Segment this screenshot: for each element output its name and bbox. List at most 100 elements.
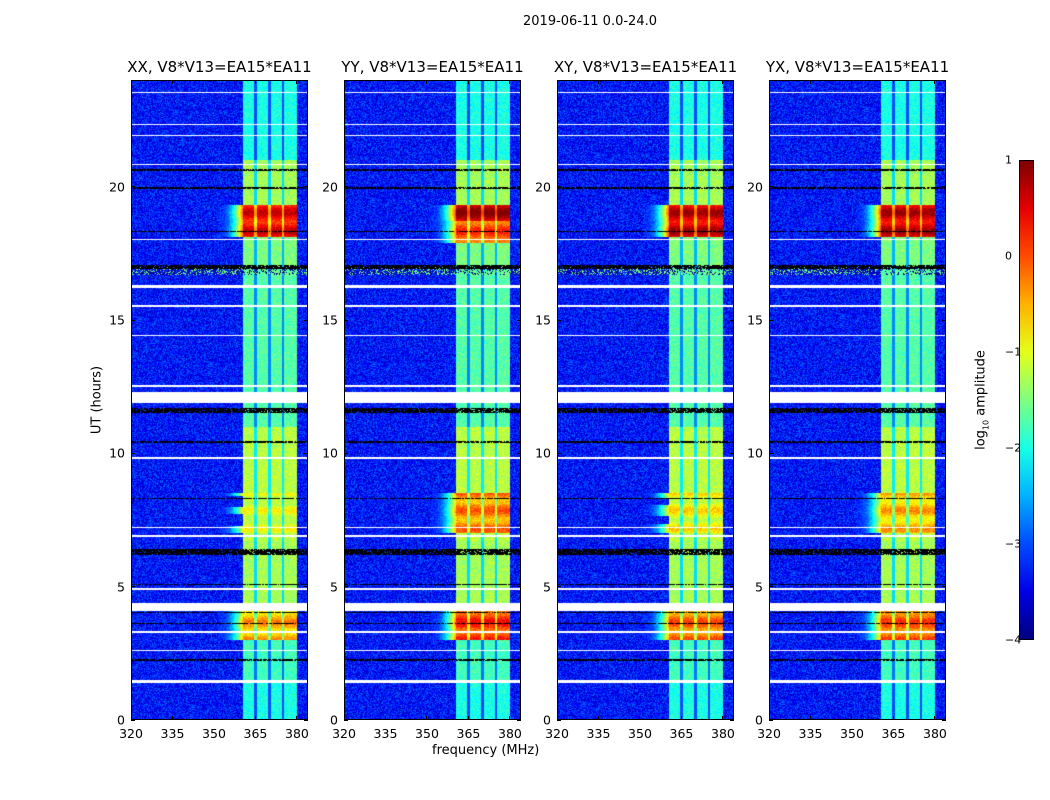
y-tick-label: 15 [322,312,338,328]
y-tick-mark [730,186,734,188]
x-tick-mark [343,716,345,720]
x-tick-mark [467,80,469,84]
colorbar-tick-label: −4 [1005,633,1022,647]
y-tick-mark [730,452,734,454]
x-tick-mark [597,80,599,84]
y-tick-mark [769,319,773,321]
x-tick-label: 365 [669,726,694,741]
colorbar-tick-label: 1 [1005,153,1012,167]
x-tick-label: 350 [415,726,439,741]
y-tick-label: 5 [330,579,338,595]
colorbar-tick-label: −3 [1005,537,1022,551]
y-tick-mark [942,319,946,321]
y-tick-mark [769,452,773,454]
y-tick-mark [557,452,561,454]
y-tick-mark [730,719,734,721]
y-tick-label: 15 [747,312,763,328]
y-tick-mark [344,452,348,454]
y-tick-label: 10 [747,445,763,461]
y-tick-mark [304,186,308,188]
y-tick-mark [517,586,521,588]
heatmap-xx [131,80,308,720]
x-tick-mark [722,80,724,84]
y-tick-mark [304,319,308,321]
x-tick-mark [296,80,298,84]
x-tick-mark [509,716,511,720]
y-tick-mark [942,719,946,721]
x-tick-mark [597,716,599,720]
panel-yy: YY, V8*V13=EA15*EA11 0 5 10 15 20 320 335 350 36… [322,58,524,741]
x-tick-label: 350 [628,726,652,741]
y-tick-label: 0 [117,712,125,728]
x-tick-label: 335 [160,726,185,741]
x-tick-mark [768,716,770,720]
y-tick-mark [304,452,308,454]
x-tick-mark [639,716,641,720]
y-tick-mark [344,319,348,321]
panel-title: XY, V8*V13=EA15*EA11 [553,58,738,76]
heatmap-yx [769,80,946,720]
x-tick-label: 365 [881,726,906,741]
y-tick-mark [304,719,308,721]
x-tick-label: 365 [456,726,481,741]
panel-xy: XY, V8*V13=EA15*EA11 0 5 10 15 20 320 335 350 36… [535,58,737,741]
y-tick-mark [769,586,773,588]
panel-xx: XX, V8*V13=EA15*EA11 0 5 10 15 20 320 335 350 36… [109,58,312,741]
x-tick-mark [680,716,682,720]
x-tick-mark [296,716,298,720]
y-tick-mark [131,452,135,454]
panel-yx: YX, V8*V13=EA15*EA11 0 5 10 15 20 320 335 350 36… [747,58,949,741]
y-tick-mark [131,186,135,188]
x-tick-mark [343,80,345,84]
y-tick-mark [942,452,946,454]
x-tick-mark [680,80,682,84]
y-tick-mark [304,586,308,588]
x-tick-mark [809,716,811,720]
x-tick-label: 380 [498,726,522,741]
figure-title: 2019-06-11 0.0-24.0 [523,14,657,29]
y-tick-mark [942,586,946,588]
x-tick-mark [851,716,853,720]
y-tick-label: 0 [755,712,763,728]
colorbar-tick-label: −1 [1005,345,1022,359]
x-tick-mark [384,716,386,720]
x-tick-label: 320 [757,726,781,741]
x-tick-mark [722,716,724,720]
x-tick-label: 380 [285,726,309,741]
y-axis-label: UT (hours) [89,365,105,435]
x-tick-mark [130,716,132,720]
y-tick-mark [344,186,348,188]
x-tick-mark [934,80,936,84]
y-tick-label: 10 [535,445,551,461]
x-tick-mark [213,80,215,84]
heatmap-yy [344,80,521,720]
x-tick-label: 350 [840,726,864,741]
x-tick-mark [892,80,894,84]
y-tick-label: 20 [109,179,125,195]
y-tick-mark [769,186,773,188]
x-tick-mark [130,80,132,84]
x-tick-mark [556,80,558,84]
y-tick-label: 10 [109,445,125,461]
y-tick-mark [344,719,348,721]
y-tick-mark [557,586,561,588]
x-tick-mark [467,716,469,720]
x-tick-mark [384,80,386,84]
x-axis-label: frequency (MHz) [432,743,540,758]
x-tick-label: 380 [923,726,947,741]
y-tick-label: 20 [322,179,338,195]
y-tick-label: 0 [543,712,551,728]
x-tick-mark [509,80,511,84]
y-tick-label: 5 [755,579,763,595]
y-tick-mark [131,319,135,321]
y-tick-mark [517,719,521,721]
y-tick-mark [730,586,734,588]
x-tick-label: 350 [202,726,226,741]
x-tick-mark [426,80,428,84]
y-tick-label: 20 [747,179,763,195]
x-tick-mark [213,716,215,720]
colorbar-tick-label: −2 [1005,441,1022,455]
y-tick-mark [131,719,135,721]
x-tick-label: 320 [332,726,356,741]
panel-title: YY, V8*V13=EA15*EA11 [341,58,524,76]
